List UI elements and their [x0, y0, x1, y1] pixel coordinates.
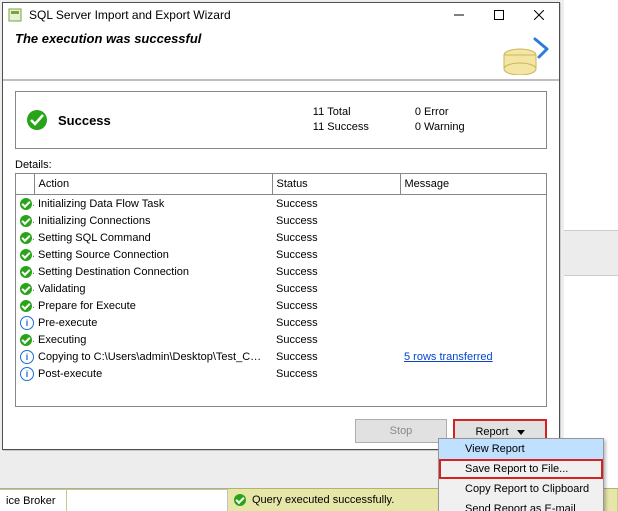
success-icon — [20, 266, 32, 278]
cell-action: Setting Destination Connection — [34, 263, 272, 280]
minimize-button[interactable] — [439, 3, 479, 27]
table-row: ExecutingSuccess — [16, 331, 546, 348]
col-status[interactable]: Status — [272, 174, 400, 195]
cell-action: Validating — [34, 280, 272, 297]
table-row: Initializing ConnectionsSuccess — [16, 212, 546, 229]
summary-counts: 11 Total 11 Success 0 Error 0 Warning — [313, 105, 465, 135]
table-row: Initializing Data Flow TaskSuccess — [16, 195, 546, 213]
cell-message — [400, 195, 546, 213]
table-row: ValidatingSuccess — [16, 280, 546, 297]
header-graphic — [493, 35, 549, 78]
cell-message — [400, 246, 546, 263]
cell-status: Success — [272, 246, 400, 263]
cell-message: 5 rows transferred — [400, 348, 546, 365]
wizard-window: SQL Server Import and Export Wizard The … — [2, 2, 560, 450]
success-icon — [20, 198, 32, 210]
rows-transferred-link[interactable]: 5 rows transferred — [404, 351, 493, 363]
menu-item[interactable]: Save Report to File... — [439, 459, 603, 479]
close-button[interactable] — [519, 3, 559, 27]
cell-action: Initializing Connections — [34, 212, 272, 229]
cell-message — [400, 297, 546, 314]
table-row: Setting SQL CommandSuccess — [16, 229, 546, 246]
summary-box: Success 11 Total 11 Success 0 Error 0 Wa… — [15, 91, 547, 149]
menu-item[interactable]: Send Report as E-mail — [439, 499, 603, 511]
menu-item[interactable]: Copy Report to Clipboard — [439, 479, 603, 499]
success-icon — [20, 334, 32, 346]
cell-status: Success — [272, 229, 400, 246]
cell-status: Success — [272, 280, 400, 297]
cell-status: Success — [272, 314, 400, 331]
cell-message — [400, 212, 546, 229]
cell-action: Setting Source Connection — [34, 246, 272, 263]
cell-message — [400, 229, 546, 246]
cell-status: Success — [272, 331, 400, 348]
cell-action: Copying to C:\Users\admin\Desktop\Test_C… — [34, 348, 272, 365]
cell-action: Initializing Data Flow Task — [34, 195, 272, 213]
cell-action: Executing — [34, 331, 272, 348]
stop-button: Stop — [355, 419, 447, 443]
report-dropdown-menu: View ReportSave Report to File...Copy Re… — [438, 438, 604, 511]
app-icon — [7, 7, 23, 23]
window-title: SQL Server Import and Export Wizard — [29, 8, 439, 22]
success-icon — [20, 283, 32, 295]
details-grid: Action Status Message Initializing Data … — [15, 173, 547, 407]
menu-item[interactable]: View Report — [439, 439, 603, 459]
success-icon — [26, 109, 48, 131]
info-icon — [20, 367, 34, 381]
col-message[interactable]: Message — [400, 174, 546, 195]
chevron-down-icon — [517, 430, 525, 435]
status-fragment: ice Broker — [0, 489, 67, 511]
cell-message — [400, 280, 546, 297]
wizard-header: The execution was successful — [3, 27, 559, 81]
cell-action: Prepare for Execute — [34, 297, 272, 314]
cell-action: Setting SQL Command — [34, 229, 272, 246]
success-icon — [234, 494, 246, 506]
cell-message — [400, 331, 546, 348]
cell-status: Success — [272, 297, 400, 314]
cell-status: Success — [272, 195, 400, 213]
table-row: Post-executeSuccess — [16, 365, 546, 382]
cell-action: Pre-execute — [34, 314, 272, 331]
info-icon — [20, 350, 34, 364]
success-icon — [20, 300, 32, 312]
cell-message — [400, 263, 546, 280]
cell-message — [400, 314, 546, 331]
summary-status: Success — [58, 113, 111, 128]
info-icon — [20, 316, 34, 330]
table-row: Copying to C:\Users\admin\Desktop\Test_C… — [16, 348, 546, 365]
cell-message — [400, 365, 546, 382]
success-icon — [20, 232, 32, 244]
maximize-button[interactable] — [479, 3, 519, 27]
table-row: Setting Source ConnectionSuccess — [16, 246, 546, 263]
cell-status: Success — [272, 348, 400, 365]
table-row: Pre-executeSuccess — [16, 314, 546, 331]
cell-status: Success — [272, 263, 400, 280]
col-action[interactable]: Action — [34, 174, 272, 195]
titlebar: SQL Server Import and Export Wizard — [3, 3, 559, 27]
page-title: The execution was successful — [15, 31, 547, 46]
success-icon — [20, 215, 32, 227]
cell-status: Success — [272, 212, 400, 229]
success-icon — [20, 249, 32, 261]
details-label: Details: — [15, 159, 547, 171]
cell-status: Success — [272, 365, 400, 382]
table-row: Prepare for ExecuteSuccess — [16, 297, 546, 314]
cell-action: Post-execute — [34, 365, 272, 382]
table-row: Setting Destination ConnectionSuccess — [16, 263, 546, 280]
